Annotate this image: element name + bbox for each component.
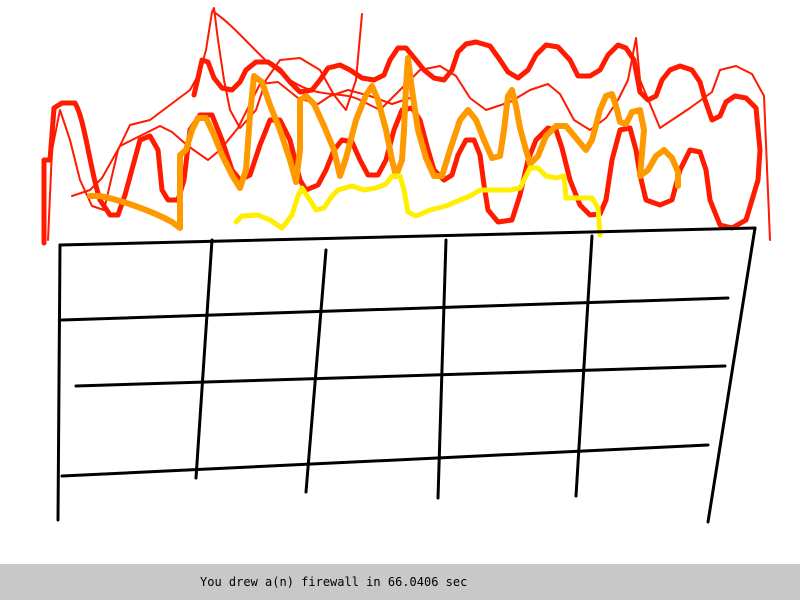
wall-top-edge <box>58 226 757 247</box>
wall-col-line-3 <box>436 238 448 500</box>
wall-row-line-1 <box>60 296 730 322</box>
flames-orange <box>87 55 681 231</box>
wall-col-line-1 <box>194 238 214 480</box>
status-message: You drew a(n) firewall in 66.0406 sec <box>200 575 468 589</box>
flame-red-thin-3 <box>71 81 411 197</box>
flame-yellow-stroke <box>233 165 603 238</box>
firewall-grid <box>56 226 757 524</box>
drawing-canvas[interactable] <box>0 0 800 564</box>
wall-col-line-4 <box>574 234 594 498</box>
wall-row-line-2 <box>74 364 727 388</box>
wall-right-edge <box>706 226 757 524</box>
flame-orange-stroke <box>87 55 681 231</box>
wall-row-line-3 <box>60 443 710 478</box>
flame-red-stroke <box>41 39 763 246</box>
drawing-svg[interactable] <box>0 0 800 564</box>
status-bar: You drew a(n) firewall in 66.0406 sec <box>0 564 800 600</box>
flames-yellow <box>233 165 603 238</box>
wall-col-line-2 <box>304 248 328 494</box>
wall-left-edge <box>56 243 62 522</box>
